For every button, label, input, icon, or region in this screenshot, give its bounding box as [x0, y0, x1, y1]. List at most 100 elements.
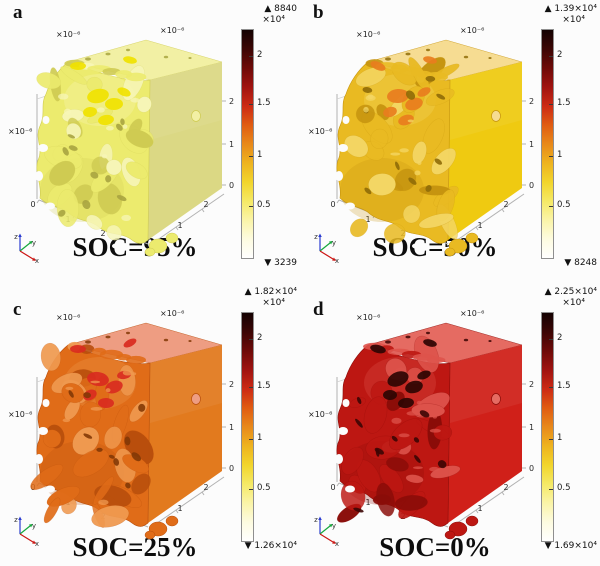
colorbar-scale-label: ×10⁴ [262, 298, 285, 308]
axis-unit-label: ×10⁻⁶ [56, 313, 81, 322]
colorbar-max-label: ▲ 1.82×10⁴ [244, 287, 297, 297]
microstructure-3d-view: 012012210 [330, 39, 534, 257]
colorbar-tick-label: 1.5 [557, 381, 571, 391]
svg-text:x: x [335, 257, 339, 265]
axis-unit-label: ×10⁻⁶ [356, 313, 381, 322]
colorbar-notch [549, 55, 553, 57]
colorbar-tick-label: 2 [257, 50, 263, 60]
svg-text:0: 0 [330, 483, 335, 492]
right-face-pore [491, 393, 501, 405]
svg-text:x: x [35, 257, 39, 265]
svg-text:x: x [335, 540, 339, 548]
svg-text:x: x [35, 540, 39, 548]
microstructure-3d-view: 012012210 [330, 322, 534, 540]
axis-unit-label: ×10⁻⁶ [8, 127, 33, 136]
svg-text:1: 1 [365, 498, 370, 507]
panel-letter: c [13, 299, 22, 320]
svg-text:2: 2 [503, 200, 508, 209]
colorbar [241, 29, 254, 259]
colorbar-tick-label: 0.5 [557, 200, 571, 210]
porous-drip [444, 247, 456, 257]
axis-unit-label: ×10⁻⁶ [160, 309, 185, 318]
svg-text:1: 1 [529, 140, 534, 149]
svg-text:y: y [32, 522, 36, 530]
colorbar-min-label: ▼ 1.26×10⁴ [244, 541, 297, 551]
colorbar-notch [549, 438, 553, 440]
axis-unit-label: ×10⁻⁶ [356, 30, 381, 39]
coordinate-triad-icon: z y x [14, 516, 39, 548]
svg-text:2: 2 [203, 200, 208, 209]
porous-drip [444, 530, 456, 540]
colorbar-min-label: ▼ 1.69×10⁴ [544, 541, 597, 551]
svg-text:1: 1 [365, 215, 370, 224]
colorbar-notch [549, 103, 553, 105]
colorbar-notch [549, 205, 553, 207]
svg-text:2: 2 [503, 483, 508, 492]
axis-unit-label: ×10⁻⁶ [56, 30, 81, 39]
svg-text:1: 1 [229, 140, 234, 149]
colorbar-notch [249, 103, 253, 105]
svg-text:0: 0 [330, 200, 335, 209]
colorbar-tick-label: 1 [257, 433, 263, 443]
svg-text:z: z [314, 516, 318, 524]
svg-text:y: y [32, 239, 36, 247]
svg-text:y: y [332, 522, 336, 530]
axis-unit-label: ×10⁻⁶ [308, 127, 333, 136]
colorbar-max-label: ▲ 2.25×10⁴ [544, 287, 597, 297]
svg-text:2: 2 [229, 97, 234, 106]
svg-text:2: 2 [100, 229, 105, 238]
svg-text:2: 2 [229, 380, 234, 389]
colorbar-min-label: ▼ 8248 [564, 258, 597, 268]
colorbar-tick-label: 1.5 [257, 381, 271, 391]
panel-letter: d [313, 299, 324, 320]
porous-drip [165, 232, 179, 244]
cube-right-face [448, 345, 522, 523]
colorbar-notch [549, 155, 553, 157]
panel-letter: a [13, 2, 23, 23]
colorbar-notch [249, 155, 253, 157]
panel-letter: b [313, 2, 324, 23]
colorbar-tick-label: 1 [557, 433, 563, 443]
svg-text:1: 1 [177, 504, 182, 513]
porous-isosurface [30, 338, 154, 532]
svg-text:0: 0 [529, 464, 534, 473]
cube-right-face [148, 62, 222, 240]
cube-right-face [448, 62, 522, 240]
colorbar-scale-label: ×10⁴ [262, 15, 285, 25]
svg-text:0: 0 [229, 181, 234, 190]
coordinate-triad-icon: z y x [314, 233, 339, 265]
axis-unit-label: ×10⁻⁶ [308, 410, 333, 419]
porous-drip [165, 515, 179, 527]
cube-right-face [148, 345, 222, 523]
colorbar [241, 312, 254, 542]
colorbar-tick-label: 2 [557, 333, 563, 343]
porous-isosurface [35, 56, 154, 249]
coordinate-triad-icon: z y x [314, 516, 339, 548]
colorbar [541, 312, 554, 542]
panel-c: SOC=25% 012012210 c ×10⁻⁶ ×10⁻⁶ ×10⁻⁶ ▲ … [0, 283, 300, 566]
svg-text:z: z [14, 516, 18, 524]
colorbar-tick-label: 1.5 [557, 98, 571, 108]
colorbar-tick-label: 1 [257, 150, 263, 160]
colorbar-scale-label: ×10⁴ [562, 15, 585, 25]
axis-unit-label: ×10⁻⁶ [160, 26, 185, 35]
colorbar-tick-label: 0.5 [557, 483, 571, 493]
porous-drip [465, 515, 479, 527]
colorbar-notch [249, 488, 253, 490]
colorbar-max-label: ▲ 1.39×10⁴ [544, 4, 597, 14]
soc-label: SOC=25% [72, 532, 198, 562]
colorbar-min-label: ▼ 3239 [264, 258, 297, 268]
colorbar-notch [249, 205, 253, 207]
colorbar-scale-label: ×10⁴ [562, 298, 585, 308]
axis-unit-label: ×10⁻⁶ [460, 26, 485, 35]
svg-text:1: 1 [529, 423, 534, 432]
colorbar-notch [249, 438, 253, 440]
colorbar-tick-label: 2 [257, 333, 263, 343]
svg-text:0: 0 [30, 200, 35, 209]
colorbar-notch [549, 386, 553, 388]
coordinate-triad-icon: z y x [14, 233, 39, 265]
colorbar-notch [249, 338, 253, 340]
right-face-pore [191, 393, 201, 405]
porous-drip [465, 232, 479, 244]
